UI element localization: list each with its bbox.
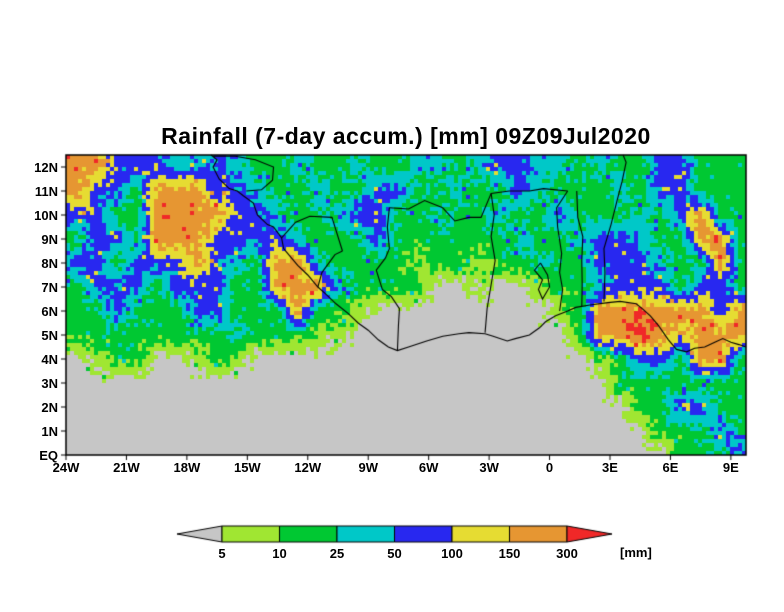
y-tick-label: 3N (41, 376, 58, 391)
y-tick-label: 2N (41, 400, 58, 415)
colorbar-level-label: 10 (272, 546, 287, 561)
x-tick-label: 12W (294, 460, 322, 475)
chart-title: Rainfall (7-day accum.) [mm] 09Z09Jul202… (161, 123, 651, 149)
x-tick-label: 9W (358, 460, 378, 475)
x-tick-label: 0 (545, 460, 554, 475)
y-tick-label: 6N (41, 304, 58, 319)
y-tick-label: 12N (34, 160, 58, 175)
y-tick-label: 7N (41, 280, 58, 295)
x-tick-label: 6W (418, 460, 439, 475)
colorbar-level-label: 50 (387, 546, 402, 561)
colorbar-unit-label: [mm] (620, 545, 652, 560)
colorbar-level-label: 300 (556, 546, 578, 561)
y-tick-label: 10N (34, 208, 58, 223)
y-tick-label: 9N (41, 232, 58, 247)
x-tick-label: 24W (52, 460, 80, 475)
colorbar-level-label: 5 (218, 546, 226, 561)
colorbar-level-label: 100 (441, 546, 463, 561)
x-tick-label: 3W (479, 460, 499, 475)
y-tick-label: 8N (41, 256, 58, 271)
y-tick-label: 1N (41, 424, 58, 439)
x-tick-label: 9E (722, 460, 739, 475)
colorbar-level-label: 25 (329, 546, 345, 561)
x-tick-label: 21W (113, 460, 140, 475)
x-tick-label: 15W (233, 460, 261, 475)
x-tick-label: 3E (602, 460, 618, 475)
x-tick-label: 6E (662, 460, 679, 475)
colorbar-level-label: 150 (498, 546, 521, 561)
y-tick-label: EQ (39, 448, 58, 463)
y-tick-label: 11N (34, 184, 58, 199)
y-tick-label: 5N (41, 328, 58, 343)
y-tick-label: 4N (41, 352, 58, 367)
x-tick-label: 18W (173, 460, 201, 475)
